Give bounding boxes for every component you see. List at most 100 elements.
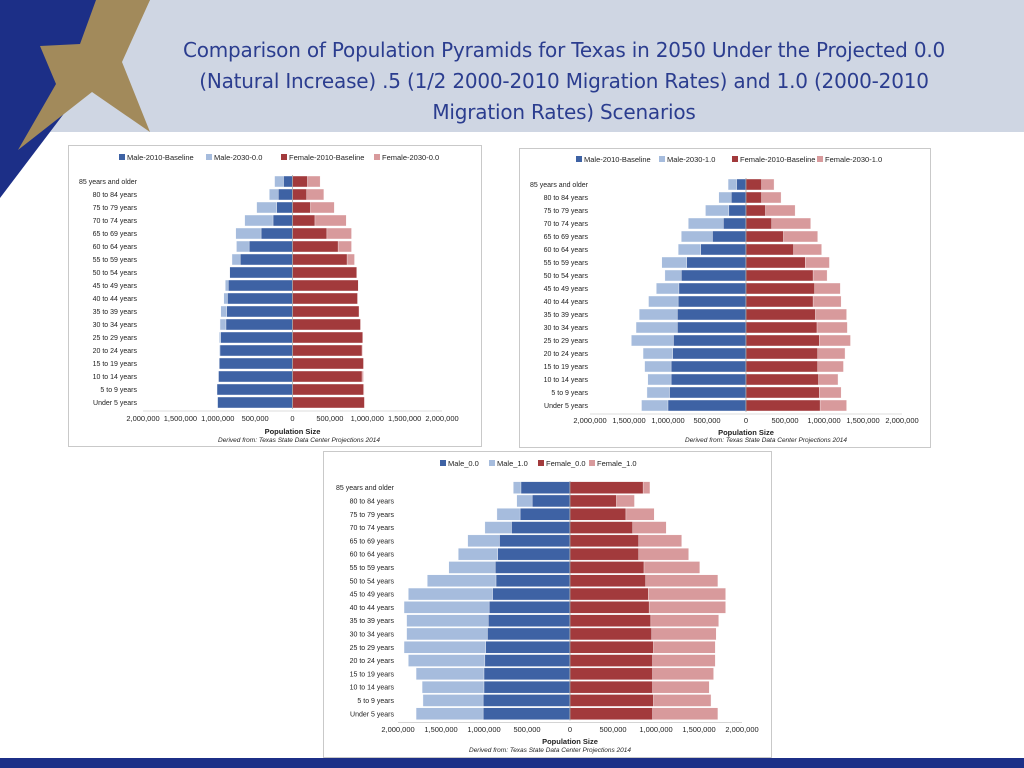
bar-female-2010-baseline	[292, 292, 358, 305]
bar-female-2010-baseline	[745, 373, 819, 386]
bar-female-2010-baseline	[292, 383, 364, 396]
bar-female-0-0	[569, 534, 640, 548]
bar-female-2010-baseline	[745, 308, 816, 321]
bar-male-2010-baseline	[728, 204, 747, 217]
bar-male-2010-baseline	[272, 214, 293, 227]
bar-female-2010-baseline	[745, 282, 815, 295]
bar-male-0-0	[511, 521, 571, 534]
category-label: 45 to 49 years	[93, 283, 138, 290]
bar-female-2010-baseline	[292, 227, 328, 240]
pyramid-chart-3: Male_0.0 Male_1.0 Female_0.0 Female_1.0 85 y…	[323, 451, 772, 758]
pyramid-chart-2: Male-2010-Baseline Male-2030-1.0 Female-20…	[519, 148, 931, 448]
category-label: 85 years and older	[79, 179, 138, 186]
legend-label: Female_0.0	[546, 459, 586, 468]
bar-male-2010-baseline	[677, 295, 747, 308]
bar-male-2010-baseline	[678, 282, 747, 295]
bar-female-0-0	[569, 508, 627, 521]
bar-male-2010-baseline	[260, 227, 293, 240]
bar-female-2010-baseline	[745, 321, 818, 334]
category-label: 40 to 44 years	[350, 605, 395, 612]
bar-male-0-0	[485, 641, 571, 654]
x-tick-label: 500,000	[242, 414, 269, 423]
bar-male-2010-baseline	[228, 279, 293, 292]
category-label: 80 to 84 years	[350, 498, 395, 505]
x-tick-label: 1,000,000	[467, 725, 500, 734]
bar-male-0-0	[519, 508, 571, 521]
category-label: 60 to 64 years	[544, 247, 589, 254]
bar-male-0-0	[497, 547, 571, 561]
bar-male-2010-baseline	[736, 178, 747, 191]
bar-male-2010-baseline	[730, 191, 747, 204]
bar-male-2010-baseline	[220, 331, 293, 344]
category-label: 70 to 74 years	[544, 221, 589, 228]
bar-female-0-0	[569, 667, 653, 681]
category-label: 5 to 9 years	[551, 390, 588, 397]
bar-female-2010-baseline	[292, 396, 365, 409]
bar-male-2010-baseline	[670, 360, 747, 373]
category-label: 40 to 44 years	[93, 296, 138, 303]
category-label: 60 to 64 years	[350, 552, 395, 559]
legend-label: Male_0.0	[448, 459, 479, 468]
bar-female-0-0	[569, 547, 640, 561]
bar-male-0-0	[483, 680, 571, 694]
x-tick-label: 1,000,000	[651, 416, 684, 425]
bar-male-2010-baseline	[219, 344, 293, 357]
legend-swatch	[817, 156, 823, 162]
pyramid-chart-2-svg: Male-2010-Baseline Male-2030-1.0 Female-20…	[530, 155, 919, 444]
x-tick-label: 500,000	[316, 414, 343, 423]
legend-swatch	[489, 460, 495, 466]
legend-label: Female_1.0	[597, 459, 637, 468]
bar-male-2010-baseline	[669, 386, 747, 399]
legend-swatch	[589, 460, 595, 466]
legend-label: Male-2030-0.0	[214, 153, 262, 162]
x-tick-label: 0	[744, 416, 748, 425]
bar-male-2010-baseline	[219, 357, 293, 370]
bar-male-2010-baseline	[217, 396, 293, 409]
legend-label: Male-2030-1.0	[667, 155, 715, 164]
x-tick-label: 1,000,000	[201, 414, 234, 423]
category-label: 65 to 69 years	[93, 231, 138, 238]
category-label: 25 to 29 years	[350, 645, 395, 652]
category-label: 85 years and older	[530, 182, 589, 189]
bar-female-0-0	[569, 614, 652, 627]
bar-female-2010-baseline	[292, 266, 357, 279]
x-tick-label: 2,000,000	[381, 725, 414, 734]
category-label: 30 to 34 years	[93, 322, 138, 329]
category-label: 65 to 69 years	[350, 538, 395, 545]
category-label: 50 to 54 years	[350, 578, 395, 585]
x-tick-label: 0	[290, 414, 294, 423]
category-label: 55 to 59 years	[93, 257, 138, 264]
x-tick-label: 1,500,000	[682, 725, 715, 734]
bar-male-2010-baseline	[229, 266, 293, 279]
category-label: Under 5 years	[350, 711, 394, 718]
bar-female-2010-baseline	[292, 318, 361, 331]
category-label: 25 to 29 years	[93, 335, 138, 342]
x-tick-label: 0	[568, 725, 572, 734]
bar-male-0-0	[482, 707, 571, 720]
category-label: 80 to 84 years	[93, 192, 138, 199]
category-label: 25 to 29 years	[544, 338, 589, 345]
legend-swatch	[119, 154, 125, 160]
bar-male-2010-baseline	[681, 269, 747, 282]
bar-female-0-0	[569, 494, 617, 508]
category-label: 50 to 54 years	[93, 270, 138, 277]
category-label: Under 5 years	[544, 403, 588, 410]
x-axis-title: Population Size	[265, 427, 321, 436]
category-label: 60 to 64 years	[93, 244, 138, 251]
category-label: 75 to 79 years	[544, 208, 589, 215]
bar-male-2010-baseline	[276, 201, 293, 214]
category-label: 65 to 69 years	[544, 234, 589, 241]
category-label: 55 to 59 years	[544, 260, 589, 267]
bar-female-2010-baseline	[292, 188, 307, 201]
bar-female-0-0	[569, 707, 653, 720]
category-label: 10 to 14 years	[350, 685, 395, 692]
category-label: 85 years and older	[336, 485, 395, 492]
bar-female-2010-baseline	[745, 386, 820, 399]
bar-female-2010-baseline	[292, 357, 364, 370]
source-note: Derived from: Texas State Data Center Pr…	[469, 747, 631, 754]
bar-male-2010-baseline	[672, 347, 747, 360]
x-tick-label: 1,500,000	[612, 416, 645, 425]
bar-female-2010-baseline	[745, 269, 814, 282]
bar-male-2010-baseline	[700, 243, 747, 256]
legend-label: Female-2030-1.0	[825, 155, 882, 164]
